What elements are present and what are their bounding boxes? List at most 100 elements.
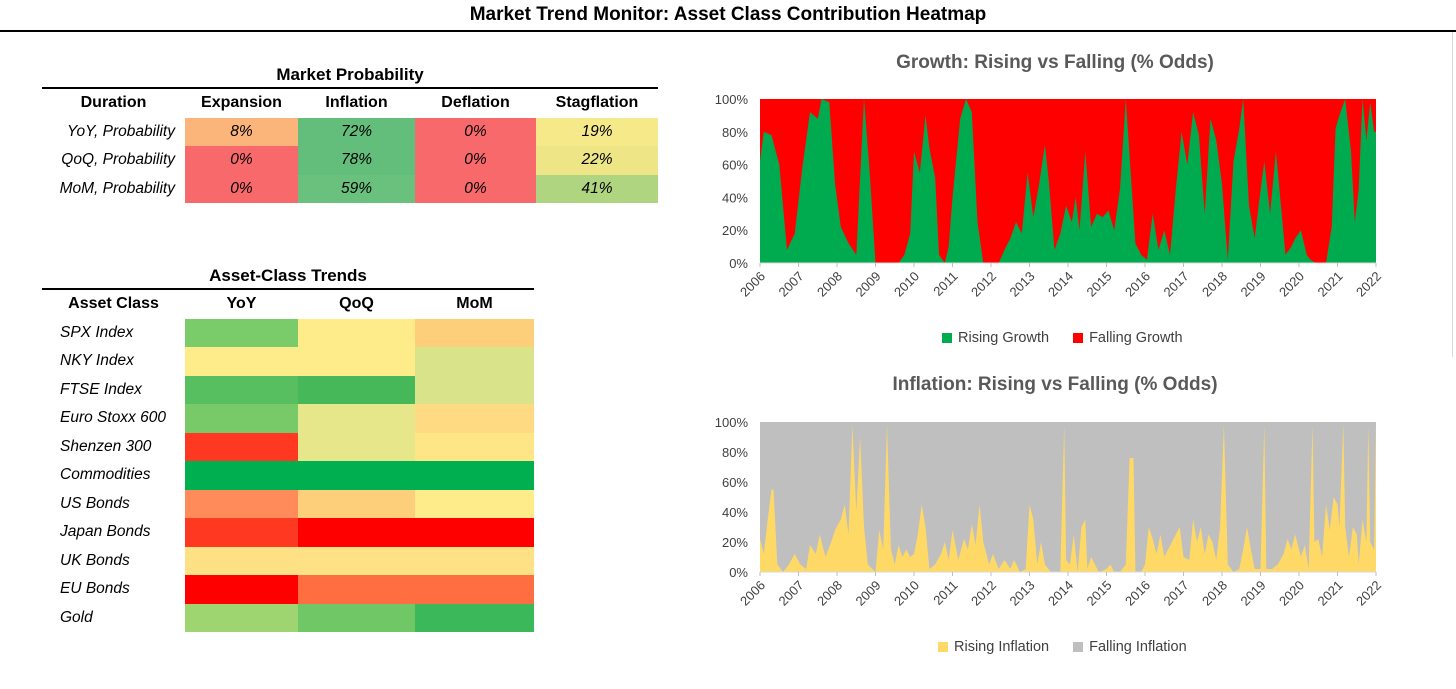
probability-row: QoQ, Probability 0% 78% 0% 22% — [42, 146, 658, 175]
inflation-x-tick: 2010 — [891, 578, 922, 609]
growth-y-tick: 80% — [722, 125, 748, 140]
trends-cell-yoy — [185, 603, 298, 632]
trends-row-label: Commodities — [60, 466, 151, 484]
growth-x-tick: 2007 — [776, 269, 807, 300]
growth-area-rising-growth — [760, 99, 1376, 263]
probability-cell-deflation: 0% — [415, 117, 536, 146]
legend-swatch-falling-inflation — [1073, 642, 1084, 652]
trends-cell-yoy — [185, 546, 298, 575]
trends-cell-yoy — [185, 518, 298, 547]
probability-cell-deflation: 0% — [415, 146, 536, 175]
trends-header-yoy: YoY — [226, 295, 257, 313]
inflation-x-tick: 2015 — [1084, 578, 1115, 609]
trends-cell-qoq — [298, 546, 415, 575]
inflation-chart: 0% 20% 40% 60% 80% 100% 2006 2007 2008 2009 2010 20… — [715, 415, 1384, 609]
trends-row: Commodities — [42, 461, 534, 490]
trends-row: Euro Stoxx 600 — [42, 404, 534, 433]
trends-row: UK Bonds — [42, 546, 534, 575]
trends-row-label: Euro Stoxx 600 — [60, 409, 166, 427]
trends-cell-qoq — [298, 318, 415, 347]
growth-y-tick: 100% — [715, 92, 749, 107]
probability-cell-inflation: 78% — [298, 146, 415, 175]
growth-x-tick: 2009 — [853, 269, 884, 300]
trends-cell-mom — [415, 375, 534, 404]
growth-x-tick: 2016 — [1122, 269, 1153, 300]
trends-cell-mom — [415, 575, 534, 604]
trends-cell-mom — [415, 461, 534, 490]
inflation-y-tick: 100% — [715, 415, 749, 430]
probability-cell-stagflation: 22% — [536, 146, 658, 175]
inflation-x-tick: 2011 — [930, 578, 960, 608]
trends-cell-qoq — [298, 603, 415, 632]
growth-x-tick: 2022 — [1353, 269, 1384, 300]
probability-row-label: MoM, Probability — [59, 179, 175, 197]
trends-row-label: SPX Index — [60, 323, 134, 341]
trends-row: SPX Index — [42, 318, 534, 347]
trends-row: NKY Index — [42, 347, 534, 376]
probability-header-duration: Duration — [80, 94, 147, 112]
trends-row-label: NKY Index — [60, 352, 134, 370]
trends-table-title: Asset-Class Trends — [209, 266, 367, 285]
probability-cell-stagflation: 41% — [536, 174, 658, 203]
trends-cell-yoy — [185, 461, 298, 490]
trends-table: Asset Class YoY QoQ MoM SPX Index NKY Index FT… — [42, 288, 534, 632]
trends-row: Shenzen 300 — [42, 432, 534, 461]
probability-header-deflation: Deflation — [441, 94, 510, 112]
growth-y-tick: 40% — [722, 190, 748, 205]
trends-cell-mom — [415, 432, 534, 461]
probability-row-label: YoY, Probability — [66, 122, 175, 140]
trends-header-asset-class: Asset Class — [68, 295, 159, 313]
trends-cell-qoq — [298, 518, 415, 547]
growth-x-tick: 2015 — [1084, 269, 1115, 300]
probability-table-title: Market Probability — [276, 65, 424, 84]
inflation-y-tick: 20% — [722, 535, 748, 550]
trends-header-row: Asset Class YoY QoQ MoM — [42, 290, 534, 319]
legend-swatch-falling-growth — [1073, 333, 1084, 343]
inflation-y-tick: 60% — [722, 475, 748, 490]
trends-row-label: UK Bonds — [60, 551, 130, 569]
inflation-x-tick: 2007 — [776, 578, 807, 609]
growth-x-tick: 2011 — [930, 269, 960, 299]
growth-x-tick: 2017 — [1161, 269, 1192, 300]
probability-row: YoY, Probability 8% 72% 0% 19% — [42, 117, 658, 146]
inflation-x-tick: 2016 — [1122, 578, 1153, 609]
inflation-x-tick: 2006 — [737, 578, 768, 609]
trends-cell-qoq — [298, 432, 415, 461]
growth-x-tick: 2013 — [1007, 269, 1038, 300]
growth-x-tick: 2006 — [737, 269, 768, 300]
trends-row: US Bonds — [42, 489, 534, 518]
trends-row-label: Gold — [60, 608, 93, 626]
inflation-chart-title: Inflation: Rising vs Falling (% Odds) — [892, 374, 1218, 395]
trends-cell-yoy — [185, 489, 298, 518]
growth-x-tick: 2018 — [1199, 269, 1230, 300]
growth-chart-title: Growth: Rising vs Falling (% Odds) — [896, 52, 1214, 73]
trends-cell-mom — [415, 404, 534, 433]
inflation-y-tick: 80% — [722, 445, 748, 460]
page-title: Market Trend Monitor: Asset Class Contri… — [469, 4, 987, 25]
growth-x-tick: 2012 — [968, 269, 999, 300]
probability-table: Duration Expansion Inflation Deflation Stagf… — [42, 87, 658, 203]
inflation-x-tick: 2017 — [1161, 578, 1192, 609]
probability-row: MoM, Probability 0% 59% 0% 41% — [42, 174, 658, 203]
growth-x-tick: 2019 — [1238, 269, 1269, 300]
trends-header-qoq: QoQ — [339, 295, 374, 313]
growth-x-tick: 2008 — [814, 269, 845, 300]
probability-cell-expansion: 0% — [185, 174, 298, 203]
growth-x-tick: 2014 — [1045, 269, 1076, 300]
legend-label-rising-growth: Rising Growth — [958, 330, 1050, 346]
trends-cell-qoq — [298, 461, 415, 490]
legend-label-rising-inflation: Rising Inflation — [954, 639, 1050, 655]
trends-row: EU Bonds — [42, 575, 534, 604]
trends-row: Japan Bonds — [42, 518, 534, 547]
probability-cell-expansion: 8% — [185, 117, 298, 146]
growth-x-tick: 2010 — [891, 269, 922, 300]
trends-cell-yoy — [185, 432, 298, 461]
probability-header-inflation: Inflation — [325, 94, 388, 112]
trends-header-mom: MoM — [456, 295, 493, 313]
inflation-x-tick: 2020 — [1276, 578, 1307, 609]
trends-cell-mom — [415, 318, 534, 347]
inflation-x-tick: 2021 — [1315, 578, 1346, 609]
growth-chart: 0% 20% 40% 60% 80% 100% 2006 2007 2008 2009 2010 20… — [715, 92, 1384, 300]
probability-header-expansion: Expansion — [201, 94, 282, 112]
trends-cell-mom — [415, 489, 534, 518]
